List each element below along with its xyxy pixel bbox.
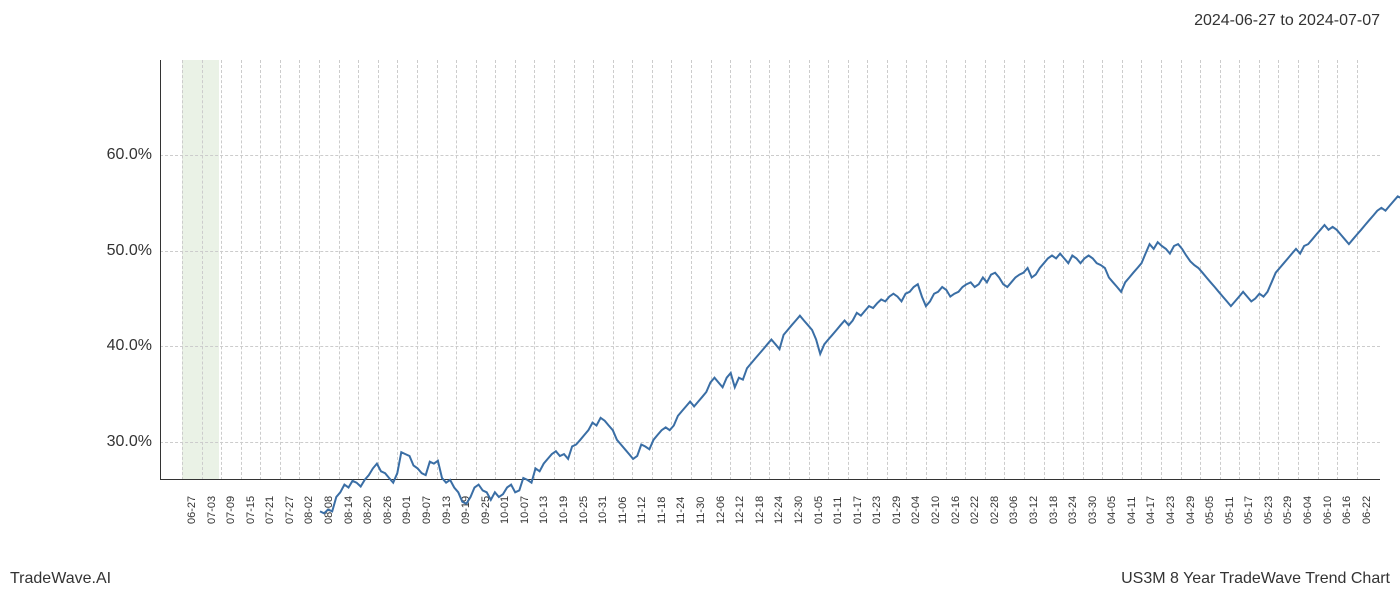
x-tick-label: 06-27 (186, 496, 198, 524)
y-tick-label: 40.0% (107, 337, 152, 355)
trend-line (320, 149, 1400, 514)
y-tick-label: 30.0% (107, 433, 152, 451)
y-tick-label: 60.0% (107, 146, 152, 164)
footer-brand: TradeWave.AI (10, 570, 111, 588)
x-tick-label: 07-15 (245, 496, 257, 524)
date-range-label: 2024-06-27 to 2024-07-07 (1194, 12, 1380, 30)
x-tick-label: 07-03 (206, 496, 218, 524)
x-tick-label: 07-21 (264, 496, 276, 524)
footer-chart-title: US3M 8 Year TradeWave Trend Chart (1121, 570, 1390, 588)
x-tick-label: 08-02 (303, 496, 315, 524)
x-tick-label: 07-27 (284, 496, 296, 524)
chart-plot-area (160, 60, 1380, 480)
trend-line-svg (320, 120, 1400, 540)
x-tick-label: 07-09 (225, 496, 237, 524)
y-tick-label: 50.0% (107, 242, 152, 260)
